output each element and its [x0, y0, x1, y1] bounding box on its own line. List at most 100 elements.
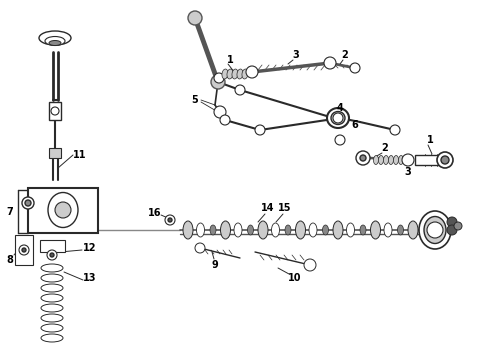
- Ellipse shape: [398, 156, 403, 165]
- Text: 5: 5: [192, 95, 198, 105]
- Ellipse shape: [424, 216, 446, 243]
- Circle shape: [165, 215, 175, 225]
- Ellipse shape: [384, 223, 392, 237]
- Ellipse shape: [408, 221, 418, 239]
- Text: 7: 7: [7, 207, 13, 217]
- Text: 16: 16: [148, 208, 162, 218]
- Ellipse shape: [220, 221, 230, 239]
- Ellipse shape: [41, 324, 63, 332]
- Ellipse shape: [309, 223, 317, 237]
- Ellipse shape: [210, 225, 216, 235]
- Ellipse shape: [41, 304, 63, 312]
- Ellipse shape: [393, 156, 398, 165]
- Ellipse shape: [389, 156, 393, 165]
- Ellipse shape: [41, 274, 63, 282]
- Circle shape: [402, 154, 414, 166]
- Ellipse shape: [232, 69, 238, 79]
- Ellipse shape: [331, 112, 345, 125]
- Circle shape: [246, 66, 258, 78]
- Circle shape: [447, 225, 457, 235]
- Bar: [15, 235, 33, 265]
- Ellipse shape: [247, 225, 253, 235]
- Circle shape: [55, 202, 71, 218]
- Bar: [49, 148, 61, 158]
- Ellipse shape: [258, 221, 268, 239]
- Text: 2: 2: [382, 143, 389, 153]
- Text: 1: 1: [427, 135, 433, 145]
- Circle shape: [214, 73, 224, 83]
- Ellipse shape: [421, 223, 430, 237]
- Circle shape: [335, 135, 345, 145]
- Circle shape: [22, 197, 34, 209]
- Ellipse shape: [48, 193, 78, 228]
- Ellipse shape: [234, 223, 242, 237]
- Circle shape: [304, 259, 316, 271]
- Circle shape: [447, 217, 457, 227]
- Ellipse shape: [222, 69, 228, 79]
- Circle shape: [51, 107, 59, 115]
- Text: 3: 3: [293, 50, 299, 60]
- Text: 15: 15: [278, 203, 292, 213]
- Ellipse shape: [41, 314, 63, 322]
- Ellipse shape: [196, 223, 204, 237]
- Circle shape: [350, 63, 360, 73]
- Circle shape: [333, 113, 343, 123]
- Ellipse shape: [227, 69, 233, 79]
- Text: 8: 8: [6, 255, 13, 265]
- Bar: [28, 188, 98, 233]
- Circle shape: [427, 222, 443, 238]
- Circle shape: [195, 243, 205, 253]
- Circle shape: [22, 248, 26, 252]
- Ellipse shape: [41, 334, 63, 342]
- Ellipse shape: [285, 225, 291, 235]
- Ellipse shape: [49, 40, 61, 45]
- Ellipse shape: [333, 221, 343, 239]
- Ellipse shape: [419, 211, 451, 249]
- Circle shape: [437, 152, 453, 168]
- Ellipse shape: [39, 31, 71, 45]
- Circle shape: [255, 125, 265, 135]
- Circle shape: [235, 85, 245, 95]
- Ellipse shape: [384, 156, 389, 165]
- Circle shape: [25, 200, 31, 206]
- Text: 10: 10: [288, 273, 302, 283]
- Circle shape: [50, 253, 54, 257]
- Text: 14: 14: [261, 203, 275, 213]
- Ellipse shape: [370, 221, 381, 239]
- Ellipse shape: [237, 69, 243, 79]
- Ellipse shape: [373, 156, 378, 165]
- Text: 2: 2: [342, 50, 348, 60]
- Circle shape: [168, 218, 172, 222]
- Text: 1: 1: [227, 55, 233, 65]
- Text: 3: 3: [405, 167, 412, 177]
- Bar: [40, 240, 65, 252]
- Circle shape: [47, 250, 57, 260]
- Circle shape: [19, 245, 29, 255]
- Circle shape: [441, 156, 449, 164]
- Text: 6: 6: [352, 120, 358, 130]
- Circle shape: [360, 155, 366, 161]
- Ellipse shape: [360, 225, 366, 235]
- Bar: [49, 102, 61, 120]
- Ellipse shape: [271, 223, 279, 237]
- Text: 12: 12: [83, 243, 97, 253]
- Ellipse shape: [41, 264, 63, 272]
- Circle shape: [188, 11, 202, 25]
- Ellipse shape: [295, 221, 305, 239]
- Ellipse shape: [183, 221, 193, 239]
- Ellipse shape: [378, 156, 384, 165]
- Ellipse shape: [45, 36, 65, 45]
- Circle shape: [454, 222, 462, 230]
- Ellipse shape: [41, 284, 63, 292]
- Circle shape: [211, 75, 225, 89]
- Text: 9: 9: [212, 260, 219, 270]
- Text: 11: 11: [73, 150, 87, 160]
- Circle shape: [324, 57, 336, 69]
- Ellipse shape: [242, 69, 248, 79]
- Circle shape: [390, 125, 400, 135]
- Ellipse shape: [346, 223, 354, 237]
- Bar: [415, 155, 445, 165]
- Circle shape: [356, 151, 370, 165]
- Ellipse shape: [41, 294, 63, 302]
- Circle shape: [220, 115, 230, 125]
